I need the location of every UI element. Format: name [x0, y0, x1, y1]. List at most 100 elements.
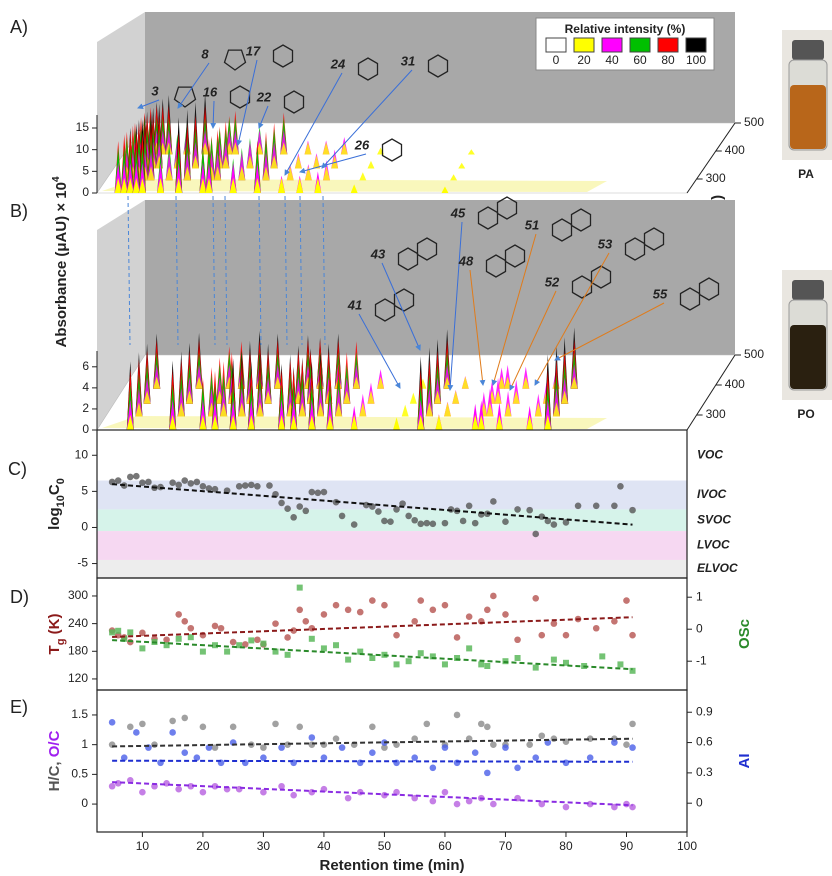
connector [322, 195, 326, 346]
z-tick-label: 300 [706, 407, 726, 421]
peak-layer [308, 414, 316, 430]
structure-ring [590, 265, 612, 289]
peak-layer [304, 166, 312, 181]
point [465, 502, 473, 510]
intensity-legend: Relative intensity (%) 0 20 40 60 80 100 [535, 17, 715, 71]
point [211, 622, 219, 630]
point [308, 741, 316, 748]
point [108, 782, 116, 790]
point [308, 624, 316, 632]
z-tick-label: 400 [725, 377, 745, 391]
point [417, 597, 425, 604]
point [405, 512, 412, 520]
point [211, 744, 219, 751]
peak-layer [434, 377, 442, 404]
peak-layer [477, 414, 485, 430]
band-label: LVOC [697, 538, 730, 552]
compound-label: 22 [256, 89, 272, 104]
point [441, 601, 449, 609]
point [550, 521, 558, 528]
point [308, 788, 316, 796]
band [97, 531, 687, 560]
peak-layer [264, 390, 272, 404]
point [169, 729, 176, 736]
structure-ring [397, 247, 419, 271]
point [284, 651, 291, 658]
point [181, 477, 189, 484]
point [296, 503, 304, 510]
point [296, 584, 303, 591]
peak-layer [331, 155, 339, 169]
point [108, 719, 116, 726]
point [441, 744, 449, 751]
structure-ring [416, 237, 438, 261]
peak-layer [231, 142, 239, 155]
point [332, 735, 340, 743]
y2-axis-label-part: AI [736, 754, 753, 769]
point [490, 800, 497, 808]
connector [175, 195, 179, 346]
peak-layer [246, 155, 254, 169]
y2-tick-label: 0.6 [696, 735, 713, 749]
point [629, 744, 636, 751]
y2-tick-label: -1 [696, 653, 707, 667]
connector [258, 195, 262, 346]
peak-layer [522, 376, 530, 389]
peak-layer [290, 414, 298, 430]
peak-layer [494, 390, 502, 404]
point [502, 744, 509, 751]
point [611, 502, 618, 510]
point [187, 634, 194, 641]
point [254, 636, 261, 644]
band-label: VOC [697, 447, 723, 461]
point [393, 506, 400, 513]
y-tick-label: 10 [76, 142, 90, 156]
band-label: SVOC [697, 512, 731, 526]
peak-layer [377, 376, 385, 389]
band [97, 559, 687, 578]
point [121, 635, 128, 642]
legend-swatch [657, 37, 679, 53]
point [205, 485, 213, 492]
point [465, 797, 473, 805]
legend-swatch [685, 37, 707, 53]
compound-arrow [321, 69, 413, 169]
point [453, 800, 461, 808]
point [465, 613, 473, 621]
point [411, 735, 418, 743]
y2-tick-label: 0.3 [696, 765, 713, 779]
point [320, 611, 328, 618]
peak-layer [504, 402, 512, 417]
peak-layer [434, 390, 442, 404]
peak-layer [304, 142, 312, 155]
y-tick-label: 10 [75, 447, 89, 461]
legend-swatch [573, 37, 595, 53]
peak-layer [467, 149, 475, 155]
point [212, 642, 218, 649]
compound-label: 45 [450, 205, 466, 220]
y-axis-label-part: Absorbance (μAU) × 10 [53, 182, 70, 347]
peak-layer [247, 414, 255, 430]
point [562, 519, 570, 526]
connector [224, 195, 228, 346]
point [127, 629, 134, 636]
peak-layer [367, 160, 375, 169]
peak-layer [444, 402, 452, 417]
point [187, 782, 195, 790]
peak-layer [135, 402, 143, 417]
legend-tick-label: 20 [577, 53, 591, 67]
point [272, 620, 279, 627]
point [629, 506, 636, 514]
point [526, 506, 533, 514]
point [490, 592, 497, 600]
y-axis-label-part: H/C, [46, 757, 63, 791]
legend-tick-label: 60 [633, 53, 647, 67]
y2-tick-label: 1 [696, 589, 703, 603]
point [429, 520, 437, 528]
connector [212, 195, 216, 346]
compound-arrow [381, 262, 421, 351]
point [471, 519, 479, 527]
point [145, 478, 152, 486]
y-tick-label: 0.5 [71, 767, 88, 781]
